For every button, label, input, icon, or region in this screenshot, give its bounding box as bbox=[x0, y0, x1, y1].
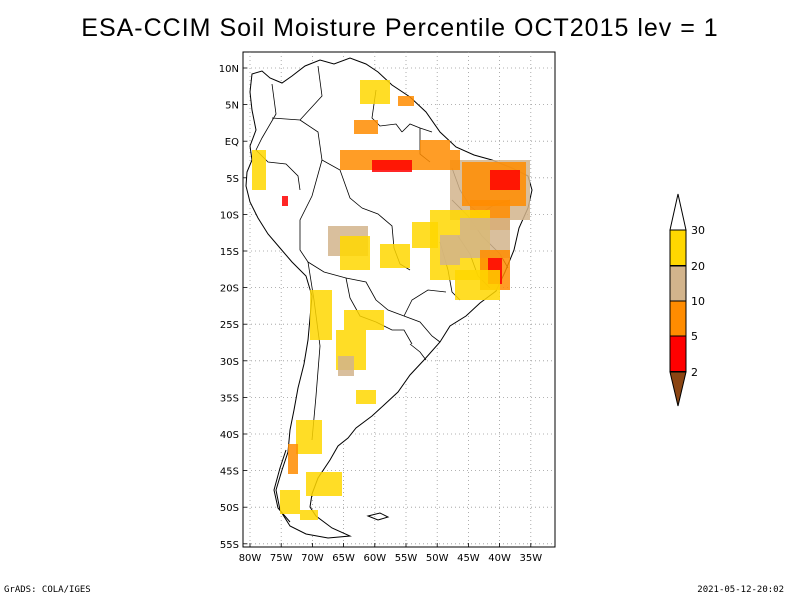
lat-label: 55S bbox=[220, 540, 239, 551]
colorbar-label: 2 bbox=[691, 366, 698, 379]
lat-label: 40S bbox=[220, 430, 239, 441]
lat-label: 20S bbox=[220, 284, 239, 295]
lat-label: 30S bbox=[220, 357, 239, 368]
longitude-labels: 80W 75W 70W 65W 60W 55W 50W 45W 40W 35W bbox=[239, 553, 543, 564]
colorbar-segment bbox=[669, 335, 687, 372]
percentile-patch bbox=[280, 490, 300, 514]
percentile-patch bbox=[282, 196, 288, 206]
colorbar: 2 5 10 20 30 bbox=[669, 193, 705, 407]
lat-label: 15S bbox=[220, 247, 239, 258]
percentile-patches bbox=[252, 80, 530, 520]
lon-label: 60W bbox=[363, 553, 386, 564]
colorbar-cap-bottom bbox=[669, 371, 687, 407]
percentile-patch bbox=[288, 444, 298, 474]
percentile-patch bbox=[296, 420, 322, 454]
percentile-patch bbox=[344, 310, 384, 330]
percentile-patch bbox=[338, 356, 354, 376]
lat-label: 5S bbox=[226, 174, 239, 185]
lon-label: 55W bbox=[395, 553, 418, 564]
lat-label: 10S bbox=[220, 210, 239, 221]
percentile-patch bbox=[490, 170, 520, 190]
colorbar-label: 10 bbox=[691, 295, 705, 308]
percentile-patch bbox=[354, 120, 378, 134]
colorbar-segment bbox=[669, 229, 687, 266]
lat-label: EQ bbox=[225, 137, 239, 148]
percentile-patch bbox=[306, 472, 342, 496]
falkland-islands bbox=[366, 512, 390, 521]
map-title: ESA-CCIM Soil Moisture Percentile OCT201… bbox=[81, 14, 719, 42]
percentile-patch bbox=[340, 236, 370, 270]
percentile-patch bbox=[420, 140, 450, 150]
lat-label: 5N bbox=[225, 101, 239, 112]
lat-label: 45S bbox=[220, 467, 239, 478]
lon-label: 40W bbox=[488, 553, 511, 564]
lon-label: 45W bbox=[457, 553, 480, 564]
percentile-patch bbox=[412, 222, 438, 248]
timestamp: 2021-05-12-20:02 bbox=[697, 585, 784, 595]
percentile-patch bbox=[440, 235, 460, 265]
lat-label: 25S bbox=[220, 320, 239, 331]
colorbar-segment bbox=[669, 300, 687, 337]
percentile-patch bbox=[398, 96, 414, 106]
colorbar-label: 30 bbox=[691, 224, 705, 237]
lon-label: 80W bbox=[239, 553, 262, 564]
lat-label: 10N bbox=[219, 64, 239, 75]
lon-label: 65W bbox=[332, 553, 355, 564]
colorbar-cap-top bbox=[669, 193, 687, 231]
percentile-patch bbox=[310, 290, 332, 340]
grads-credit: GrADS: COLA/IGES bbox=[4, 585, 91, 595]
colorbar-label: 20 bbox=[691, 260, 705, 273]
percentile-patch bbox=[455, 270, 500, 300]
percentile-patch bbox=[360, 80, 390, 104]
percentile-patch bbox=[300, 510, 318, 520]
percentile-patch bbox=[252, 150, 266, 190]
percentile-patch bbox=[372, 160, 412, 172]
lat-label: 35S bbox=[220, 393, 239, 404]
percentile-patch bbox=[356, 390, 376, 404]
lon-label: 50W bbox=[426, 553, 449, 564]
colorbar-segment bbox=[669, 265, 687, 302]
lon-label: 35W bbox=[519, 553, 542, 564]
percentile-patch bbox=[380, 244, 410, 268]
lon-label: 75W bbox=[270, 553, 293, 564]
lat-label: 50S bbox=[220, 503, 239, 514]
lon-label: 70W bbox=[301, 553, 324, 564]
colorbar-label: 5 bbox=[691, 330, 698, 343]
latitude-labels: 10N 5N EQ 5S 10S 15S 20S 25S 30S 35S 40S 45S 50S 55S bbox=[219, 64, 239, 551]
